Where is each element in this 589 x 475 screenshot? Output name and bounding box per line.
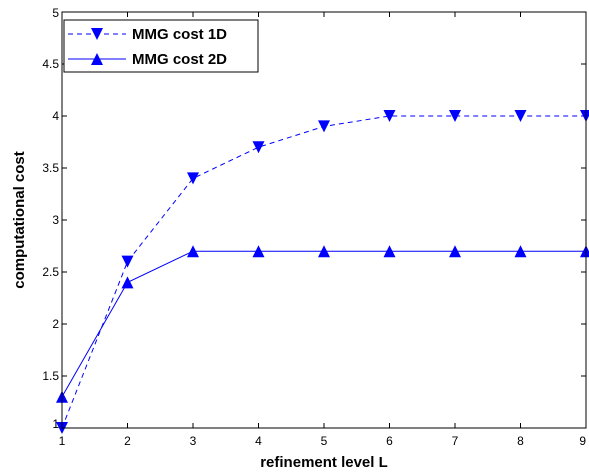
data-point-marker (252, 245, 265, 258)
legend-label-1d: MMG cost 1D (132, 26, 227, 43)
x-tick-label: 4 (255, 434, 262, 448)
x-tick-label: 5 (321, 434, 328, 448)
y-tick-label: 3 (52, 213, 59, 227)
legend-marker-triangle-down (91, 28, 103, 40)
data-point-marker (121, 276, 134, 289)
data-point-marker (187, 245, 199, 258)
legend-marker-triangle-up (91, 53, 103, 65)
legend: MMG cost 1D MMG cost 2D (63, 19, 259, 73)
data-point-marker (318, 245, 330, 258)
x-tick-label: 9 (579, 434, 586, 448)
x-tick-label: 8 (517, 434, 524, 448)
x-tick-label: 6 (386, 434, 393, 448)
data-point-marker (449, 245, 461, 258)
y-tick-label: 2 (52, 317, 59, 331)
y-tick-label: 4.5 (42, 57, 59, 71)
data-point-marker (383, 110, 396, 122)
y-tick-label: 1.5 (42, 369, 59, 383)
data-point-marker (252, 141, 265, 154)
legend-label-2d: MMG cost 2D (132, 51, 227, 68)
y-tick-label: 5 (52, 6, 59, 20)
data-point-marker (514, 110, 527, 122)
data-point-marker (187, 172, 199, 185)
plot-frame (61, 11, 587, 429)
x-tick-label: 1 (59, 434, 66, 448)
x-tick-label: 7 (452, 434, 459, 448)
y-tick-label: 2.5 (42, 265, 59, 279)
y-tick-label: 4 (52, 109, 59, 123)
series-layer (56, 110, 589, 434)
data-point-marker (514, 245, 527, 258)
x-axis-title: refinement level L (260, 454, 388, 470)
y-tick-label: 1 (52, 417, 59, 431)
data-point-marker (383, 245, 396, 258)
x-tick-label: 2 (124, 434, 131, 448)
data-point-marker (121, 255, 134, 268)
data-point-marker (580, 245, 589, 258)
plot-area (62, 12, 586, 428)
x-tick-label: 3 (190, 434, 197, 448)
y-tick-label: 3.5 (42, 161, 59, 175)
data-point-marker (449, 110, 461, 122)
data-point-marker (318, 120, 330, 133)
y-axis-title: computational cost (11, 151, 28, 289)
data-point-marker (580, 110, 589, 122)
